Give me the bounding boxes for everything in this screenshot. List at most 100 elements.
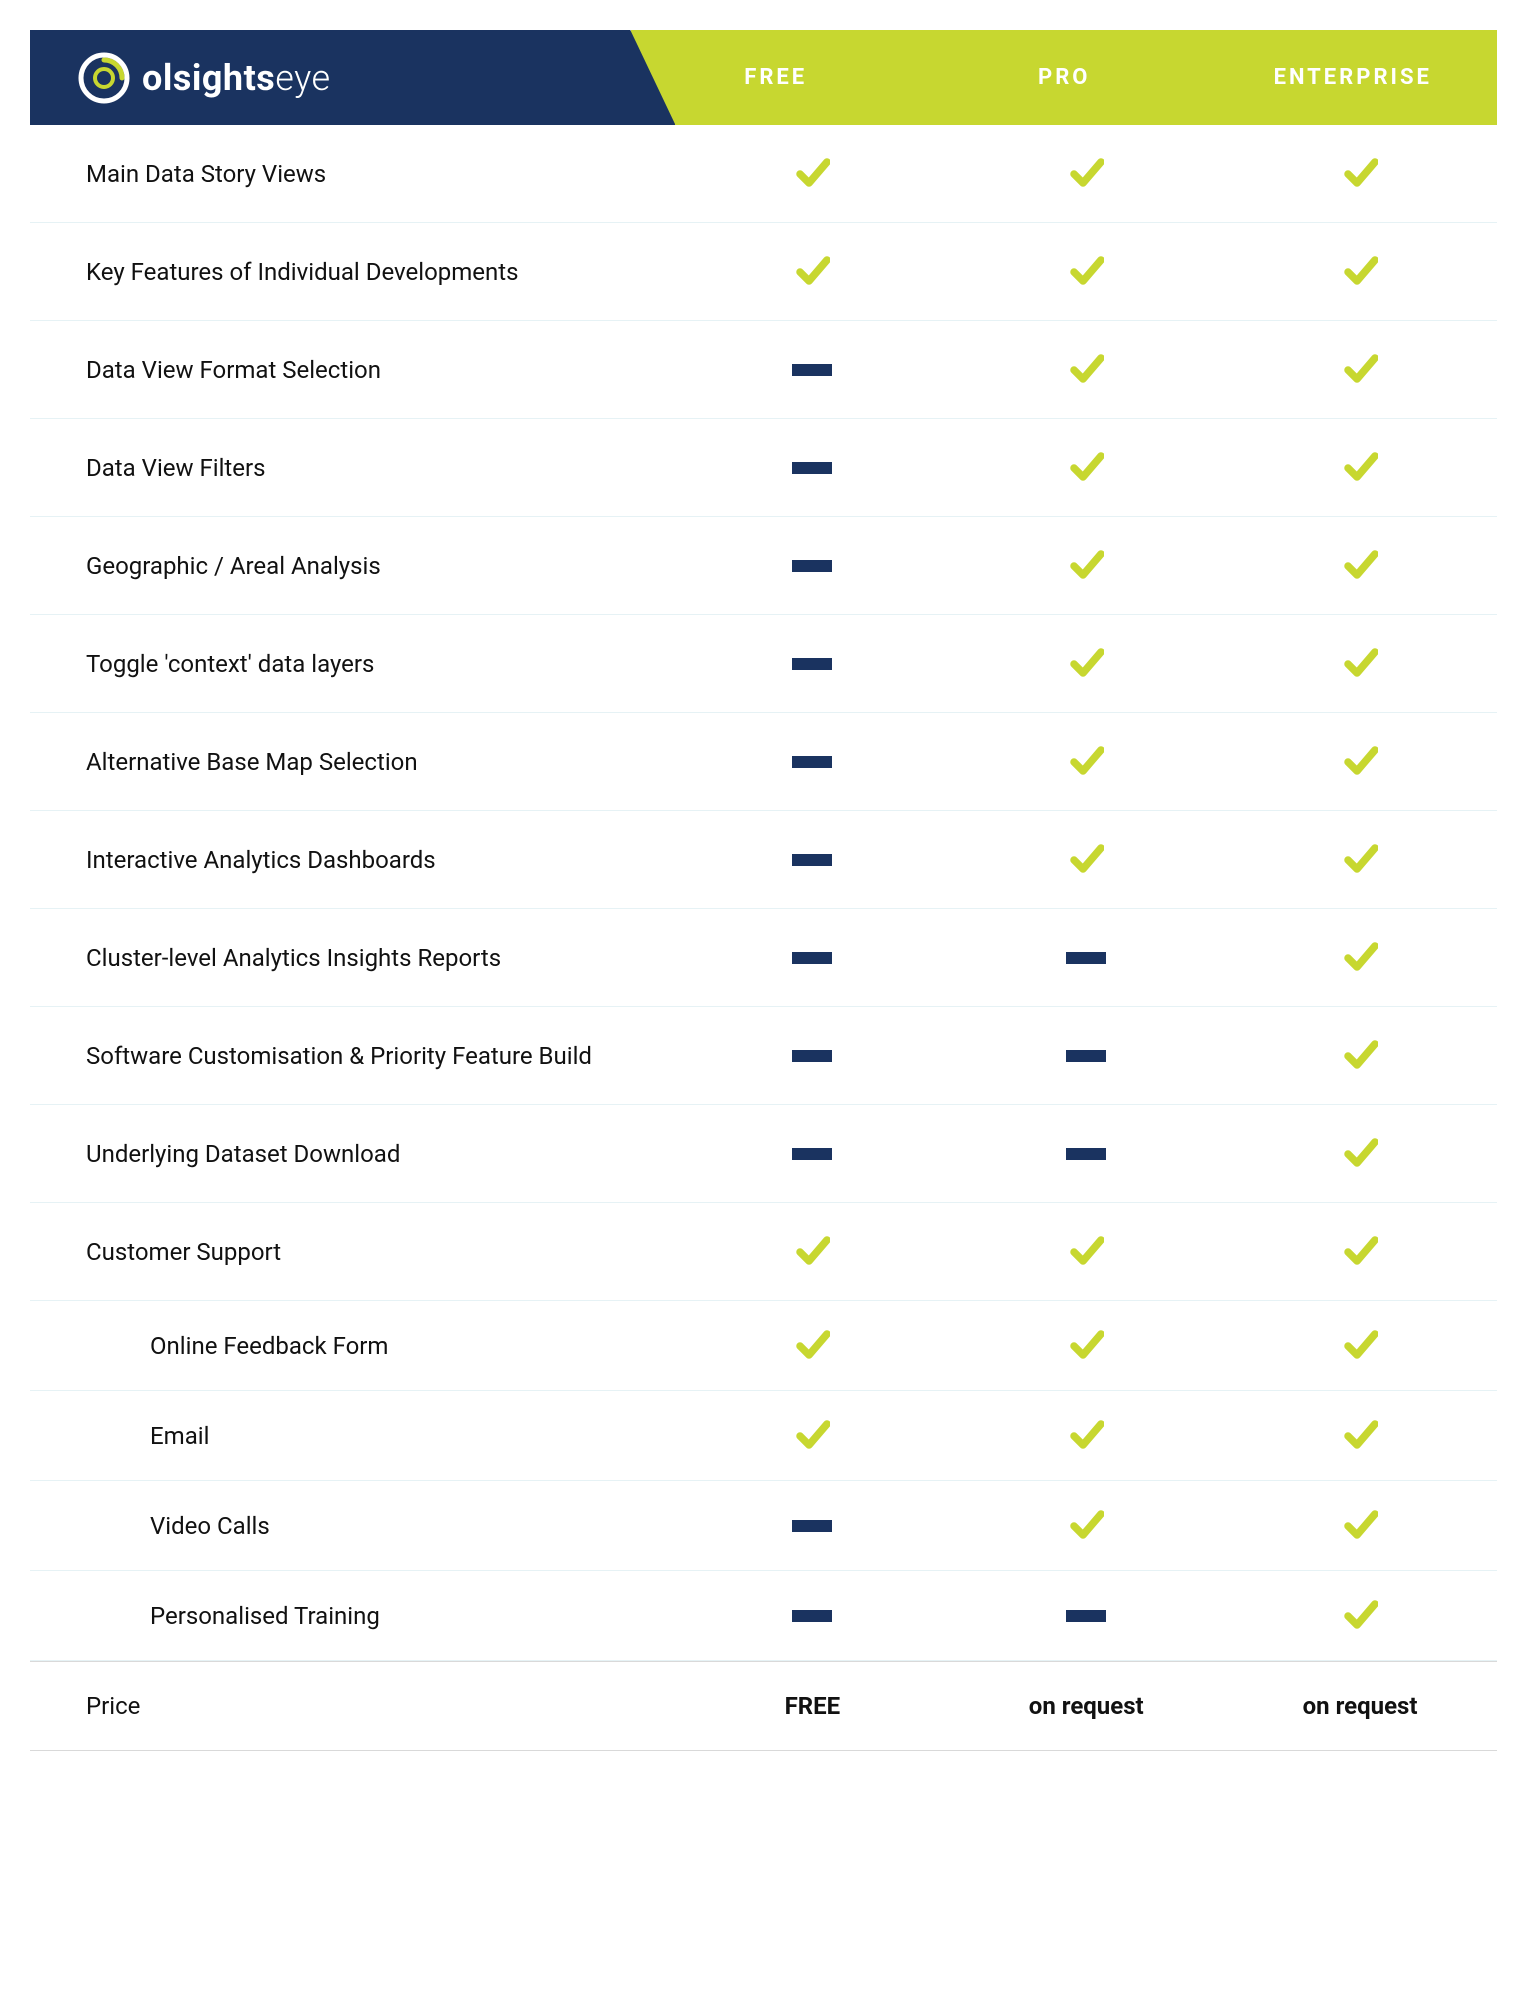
check-icon (1068, 1234, 1104, 1270)
check-icon (1342, 940, 1378, 976)
feature-value-free (675, 1520, 949, 1532)
feature-value-free (675, 156, 949, 192)
feature-value-pro (949, 1328, 1223, 1364)
feature-value-free (675, 756, 949, 768)
dash-icon (792, 1148, 832, 1160)
check-icon (1342, 254, 1378, 290)
feature-value-pro (949, 450, 1223, 486)
feature-value-free (675, 462, 949, 474)
dash-icon (792, 1520, 832, 1532)
feature-value-enterprise (1223, 254, 1497, 290)
feature-label: Customer Support (30, 1238, 675, 1266)
feature-row: Alternative Base Map Selection (30, 713, 1497, 811)
feature-value-pro (949, 744, 1223, 780)
feature-value-pro (949, 952, 1223, 964)
feature-label: Underlying Dataset Download (30, 1140, 675, 1168)
feature-row: Email (30, 1391, 1497, 1481)
feature-value-enterprise (1223, 156, 1497, 192)
feature-value-pro (949, 548, 1223, 584)
check-icon (1342, 842, 1378, 878)
dash-icon (792, 1610, 832, 1622)
price-row: Price FREE on request on request (30, 1661, 1497, 1751)
check-icon (1068, 1328, 1104, 1364)
check-icon (794, 1234, 830, 1270)
feature-value-enterprise (1223, 1328, 1497, 1364)
check-icon (1342, 1418, 1378, 1454)
tier-header-enterprise: ENTERPRISE (1209, 30, 1498, 125)
feature-label: Geographic / Areal Analysis (30, 552, 675, 580)
feature-row: Geographic / Areal Analysis (30, 517, 1497, 615)
feature-value-free (675, 1418, 949, 1454)
check-icon (1342, 744, 1378, 780)
price-label: Price (30, 1692, 675, 1720)
tier-header-free: FREE (631, 30, 920, 125)
feature-value-enterprise (1223, 646, 1497, 682)
feature-row: Online Feedback Form (30, 1301, 1497, 1391)
check-icon (1342, 646, 1378, 682)
feature-value-pro (949, 842, 1223, 878)
feature-label: Toggle 'context' data layers (30, 650, 675, 678)
feature-row: Data View Format Selection (30, 321, 1497, 419)
check-icon (794, 1328, 830, 1364)
dash-icon (792, 854, 832, 866)
check-icon (794, 254, 830, 290)
feature-row: Key Features of Individual Developments (30, 223, 1497, 321)
check-icon (1068, 744, 1104, 780)
feature-row: Customer Support (30, 1203, 1497, 1301)
check-icon (1342, 1598, 1378, 1634)
check-icon (1068, 254, 1104, 290)
feature-value-enterprise (1223, 1038, 1497, 1074)
feature-value-free (675, 364, 949, 376)
feature-label: Email (30, 1422, 675, 1450)
feature-row: Main Data Story Views (30, 125, 1497, 223)
check-icon (1342, 450, 1378, 486)
feature-value-pro (949, 1418, 1223, 1454)
feature-value-enterprise (1223, 450, 1497, 486)
feature-row: Personalised Training (30, 1571, 1497, 1661)
feature-label: Main Data Story Views (30, 160, 675, 188)
brand-logo-icon (78, 52, 130, 104)
feature-value-free (675, 854, 949, 866)
feature-value-pro (949, 156, 1223, 192)
feature-row: Cluster-level Analytics Insights Reports (30, 909, 1497, 1007)
dash-icon (1066, 1050, 1106, 1062)
dash-icon (1066, 1148, 1106, 1160)
feature-row: Video Calls (30, 1481, 1497, 1571)
feature-label: Software Customisation & Priority Featur… (30, 1042, 675, 1070)
feature-label: Data View Format Selection (30, 356, 675, 384)
check-icon (1342, 548, 1378, 584)
feature-value-enterprise (1223, 744, 1497, 780)
check-icon (1342, 156, 1378, 192)
feature-value-free (675, 254, 949, 290)
feature-value-enterprise (1223, 1598, 1497, 1634)
price-pro: on request (949, 1692, 1223, 1720)
check-icon (794, 1418, 830, 1454)
pricing-comparison-table: olsightseye FREE PRO ENTERPRISE Main Dat… (30, 30, 1497, 1751)
feature-value-enterprise (1223, 1136, 1497, 1172)
feature-label: Data View Filters (30, 454, 675, 482)
feature-value-free (675, 1234, 949, 1270)
check-icon (1342, 1136, 1378, 1172)
feature-value-free (675, 952, 949, 964)
feature-value-pro (949, 1148, 1223, 1160)
feature-row: Underlying Dataset Download (30, 1105, 1497, 1203)
feature-value-free (675, 560, 949, 572)
check-icon (1068, 646, 1104, 682)
price-enterprise: on request (1223, 1692, 1497, 1720)
check-icon (1342, 1038, 1378, 1074)
feature-label: Alternative Base Map Selection (30, 748, 675, 776)
feature-label: Online Feedback Form (30, 1332, 675, 1360)
feature-value-enterprise (1223, 1508, 1497, 1544)
check-icon (1342, 1328, 1378, 1364)
feature-value-free (675, 1148, 949, 1160)
feature-value-pro (949, 1508, 1223, 1544)
feature-row: Software Customisation & Priority Featur… (30, 1007, 1497, 1105)
feature-value-enterprise (1223, 352, 1497, 388)
feature-value-pro (949, 1234, 1223, 1270)
feature-value-enterprise (1223, 1234, 1497, 1270)
feature-value-enterprise (1223, 548, 1497, 584)
dash-icon (1066, 1610, 1106, 1622)
price-free: FREE (675, 1692, 949, 1720)
feature-row: Data View Filters (30, 419, 1497, 517)
feature-label: Cluster-level Analytics Insights Reports (30, 944, 675, 972)
